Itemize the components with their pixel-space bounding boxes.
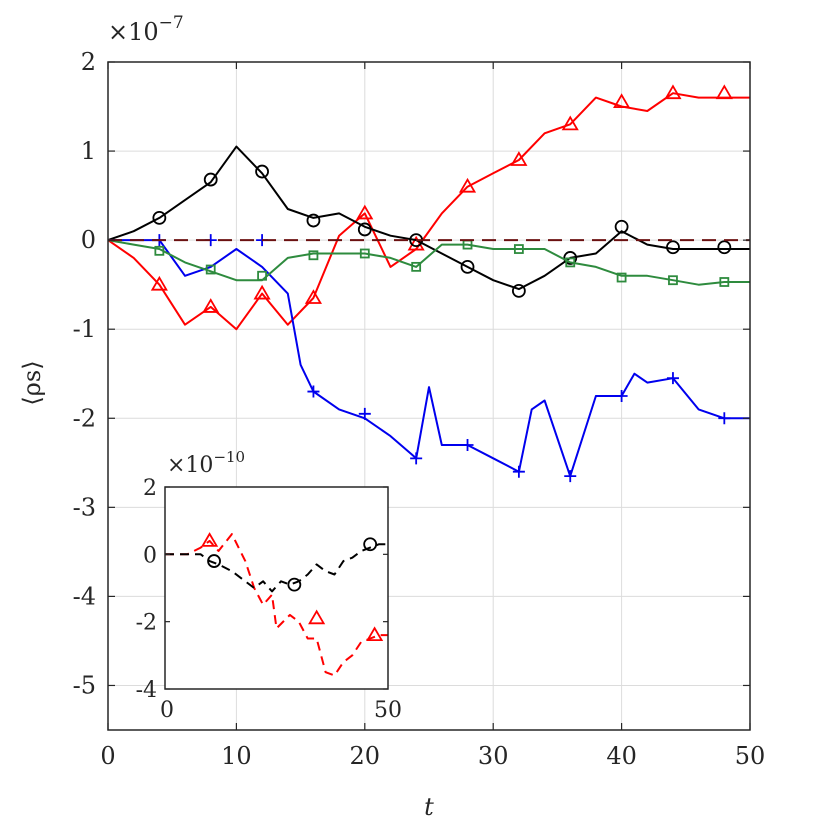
series-green: [107, 239, 750, 287]
main-y-axis-label: ⟨ρs⟩: [18, 360, 46, 405]
y-tick-label: -2: [136, 611, 157, 636]
series-marker-blue: [666, 372, 679, 385]
series-marker-inset-black: [287, 577, 302, 592]
y-tick-label: -3: [73, 493, 96, 521]
inset-tick-layer: 20-2-40 50: [136, 476, 402, 723]
y-tick-label: -4: [73, 582, 96, 610]
series-marker-green: [513, 244, 524, 254]
series-marker-green: [257, 270, 267, 281]
inset-x-tick-label: 0: [160, 698, 174, 723]
y-tick-label: 2: [143, 476, 157, 501]
series-marker-red: [458, 177, 477, 193]
series-marker-green: [616, 272, 627, 283]
series-marker-blue: [358, 407, 371, 420]
series-marker-inset-black: [207, 554, 221, 568]
series-marker-red: [715, 84, 733, 100]
x-tick-label: 40: [606, 742, 637, 770]
series-marker-black: [357, 222, 372, 237]
y-tick-label: -2: [73, 404, 96, 432]
series-marker-black: [460, 259, 475, 274]
series-red: [107, 84, 750, 331]
main-series-layer: [107, 84, 750, 483]
inset-x-tick-label: 50: [374, 698, 402, 723]
series-marker-green: [668, 275, 678, 286]
series-marker-inset-red: [308, 609, 326, 625]
series-marker-inset-black: [363, 537, 378, 552]
series-marker-red: [356, 204, 374, 220]
inset-plot-frame: [164, 486, 389, 690]
series-marker-blue: [615, 390, 628, 402]
series-inset-black: [165, 537, 388, 593]
series-blue: [108, 234, 750, 483]
series-marker-red: [613, 93, 631, 108]
series-marker-red: [150, 275, 168, 291]
main-x-axis-label: t: [424, 793, 434, 821]
inset-background: [165, 487, 388, 689]
series-marker-black: [152, 210, 167, 225]
x-tick-label: 0: [100, 742, 115, 770]
series-inset-red: [165, 532, 388, 677]
series-marker-green: [154, 245, 165, 256]
series-line-inset-red: [165, 533, 388, 677]
y-tick-label: 0: [81, 226, 96, 254]
series-black: [107, 145, 750, 298]
y-tick-label: -4: [136, 678, 157, 703]
series-marker-red: [253, 284, 271, 300]
series-marker-inset-red: [201, 532, 219, 547]
y-tick-label: 1: [81, 137, 96, 165]
series-marker-black: [511, 284, 526, 298]
series-marker-red: [304, 289, 323, 304]
series-marker-blue: [410, 452, 423, 465]
series-marker-blue: [718, 412, 731, 425]
series-marker-red: [510, 151, 528, 166]
series-marker-green: [565, 257, 576, 268]
main-scale-factor: ×10−7: [108, 13, 184, 46]
x-tick-label: 30: [478, 742, 509, 770]
series-marker-green: [359, 248, 370, 259]
y-tick-label: -1: [73, 315, 96, 343]
series-marker-black: [563, 251, 578, 265]
inset-series-layer: [165, 532, 388, 677]
y-tick-label: 0: [143, 543, 157, 568]
series-marker-black: [306, 213, 321, 228]
series-marker-red: [407, 235, 425, 251]
series-marker-green: [719, 277, 730, 287]
series-marker-inset-red: [366, 626, 384, 642]
series-marker-blue: [564, 470, 577, 483]
series-line-inset-black: [165, 543, 388, 593]
series-line-blue: [108, 239, 750, 478]
series-marker-red: [202, 298, 220, 313]
series-marker-black: [666, 240, 680, 255]
series-marker-black: [717, 240, 732, 255]
inset-scale-factor: ×10−10: [167, 448, 245, 478]
series-marker-black: [614, 219, 629, 234]
y-tick-label: -5: [73, 671, 96, 699]
x-tick-label: 10: [221, 742, 252, 770]
series-line-red: [107, 92, 750, 331]
series-marker-green: [308, 250, 319, 261]
series-marker-blue: [512, 465, 525, 478]
main-plot-frame: [107, 61, 751, 731]
series-line-black: [107, 145, 750, 291]
series-marker-black: [203, 172, 218, 187]
series-marker-blue: [307, 385, 320, 398]
x-tick-label: 20: [350, 742, 381, 770]
x-tick-label: 50: [735, 742, 766, 770]
y-tick-label: 2: [81, 48, 96, 76]
series-marker-red: [561, 115, 579, 131]
series-marker-red: [664, 84, 682, 100]
series-marker-green: [411, 261, 422, 272]
series-marker-blue: [461, 438, 474, 451]
series-marker-green: [205, 264, 216, 275]
series-marker-black: [255, 164, 269, 179]
